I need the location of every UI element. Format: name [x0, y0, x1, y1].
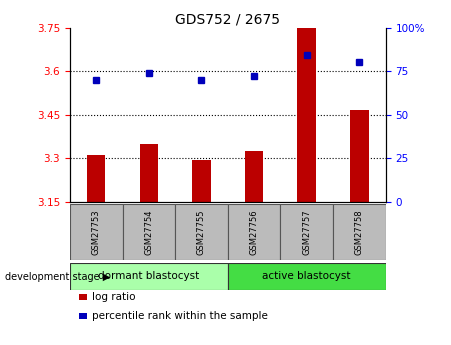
Text: active blastocyst: active blastocyst	[262, 272, 351, 281]
Bar	[140, 144, 158, 202]
Bar	[192, 160, 211, 202]
Text: dormant blastocyst: dormant blastocyst	[98, 272, 199, 281]
Text: GSM27753: GSM27753	[92, 209, 101, 255]
Bar	[350, 110, 368, 202]
Text: percentile rank within the sample: percentile rank within the sample	[92, 312, 268, 321]
Bar	[70, 204, 123, 260]
Text: GSM27755: GSM27755	[197, 209, 206, 255]
Bar	[175, 204, 228, 260]
Bar	[87, 155, 106, 202]
Bar	[228, 204, 281, 260]
Bar	[70, 263, 228, 290]
Bar	[245, 151, 263, 202]
Bar	[298, 28, 316, 202]
Bar	[333, 204, 386, 260]
Text: log ratio: log ratio	[92, 293, 136, 302]
Text: development stage ▶: development stage ▶	[5, 272, 110, 282]
Text: GSM27754: GSM27754	[144, 209, 153, 255]
Text: GSM27758: GSM27758	[355, 209, 364, 255]
Bar	[228, 263, 386, 290]
Bar	[123, 204, 175, 260]
Text: GSM27756: GSM27756	[249, 209, 258, 255]
Bar	[281, 204, 333, 260]
Title: GDS752 / 2675: GDS752 / 2675	[175, 12, 280, 27]
Text: GSM27757: GSM27757	[302, 209, 311, 255]
